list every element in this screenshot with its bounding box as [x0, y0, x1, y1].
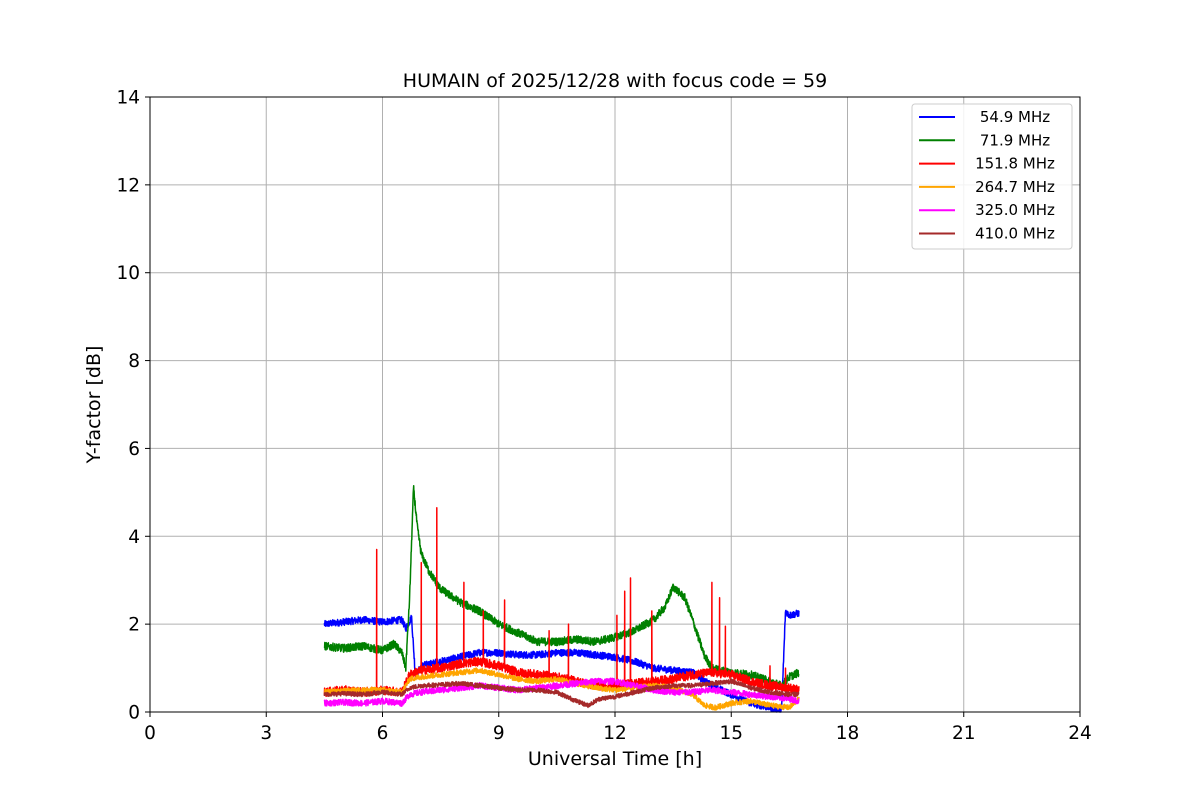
y-axis-ticks: 0 2 4 6 8 10 12 14: [116, 88, 150, 724]
legend-label: 151.8 MHz: [975, 155, 1055, 173]
legend-label: 264.7 MHz: [975, 178, 1055, 196]
y-axis-label: Y-factor [dB]: [83, 346, 105, 465]
legend-label: 325.0 MHz: [975, 201, 1055, 219]
y-tick-label: 12: [116, 175, 140, 196]
y-tick-label: 2: [128, 615, 140, 636]
x-tick-label: 6: [377, 723, 389, 744]
x-tick-label: 24: [1068, 723, 1092, 744]
legend-label: 54.9 MHz: [980, 108, 1050, 126]
series-line-4: [323, 677, 800, 707]
series-layer: [323, 484, 800, 713]
legend: 54.9 MHz 71.9 MHz 151.8 MHz 264.7 MHz 325.0…: [911, 103, 1073, 250]
y-tick-label: 4: [128, 527, 140, 548]
y-tick-label: 8: [128, 351, 140, 372]
x-tick-label: 18: [836, 723, 860, 744]
series-line-2: [323, 506, 800, 697]
y-tick-label: 6: [128, 439, 140, 460]
series-line-5: [323, 678, 800, 709]
x-tick-label: 0: [144, 723, 156, 744]
x-tick-label: 21: [952, 723, 976, 744]
chart-title: HUMAIN of 2025/12/28 with focus code = 5…: [403, 70, 827, 92]
x-axis-label: Universal Time [h]: [528, 748, 702, 770]
legend-label: 410.0 MHz: [975, 225, 1055, 243]
x-axis-ticks: 0 3 6 9 12 15 18 21 24: [144, 712, 1092, 744]
legend-label: 71.9 MHz: [980, 131, 1050, 149]
x-tick-label: 12: [603, 723, 627, 744]
x-tick-label: 15: [719, 723, 743, 744]
x-tick-label: 3: [260, 723, 272, 744]
series-line-3: [323, 667, 800, 711]
y-tick-label: 0: [128, 703, 140, 724]
x-tick-label: 9: [493, 723, 505, 744]
y-tick-label: 10: [116, 263, 140, 284]
y-tick-label: 14: [116, 88, 140, 109]
